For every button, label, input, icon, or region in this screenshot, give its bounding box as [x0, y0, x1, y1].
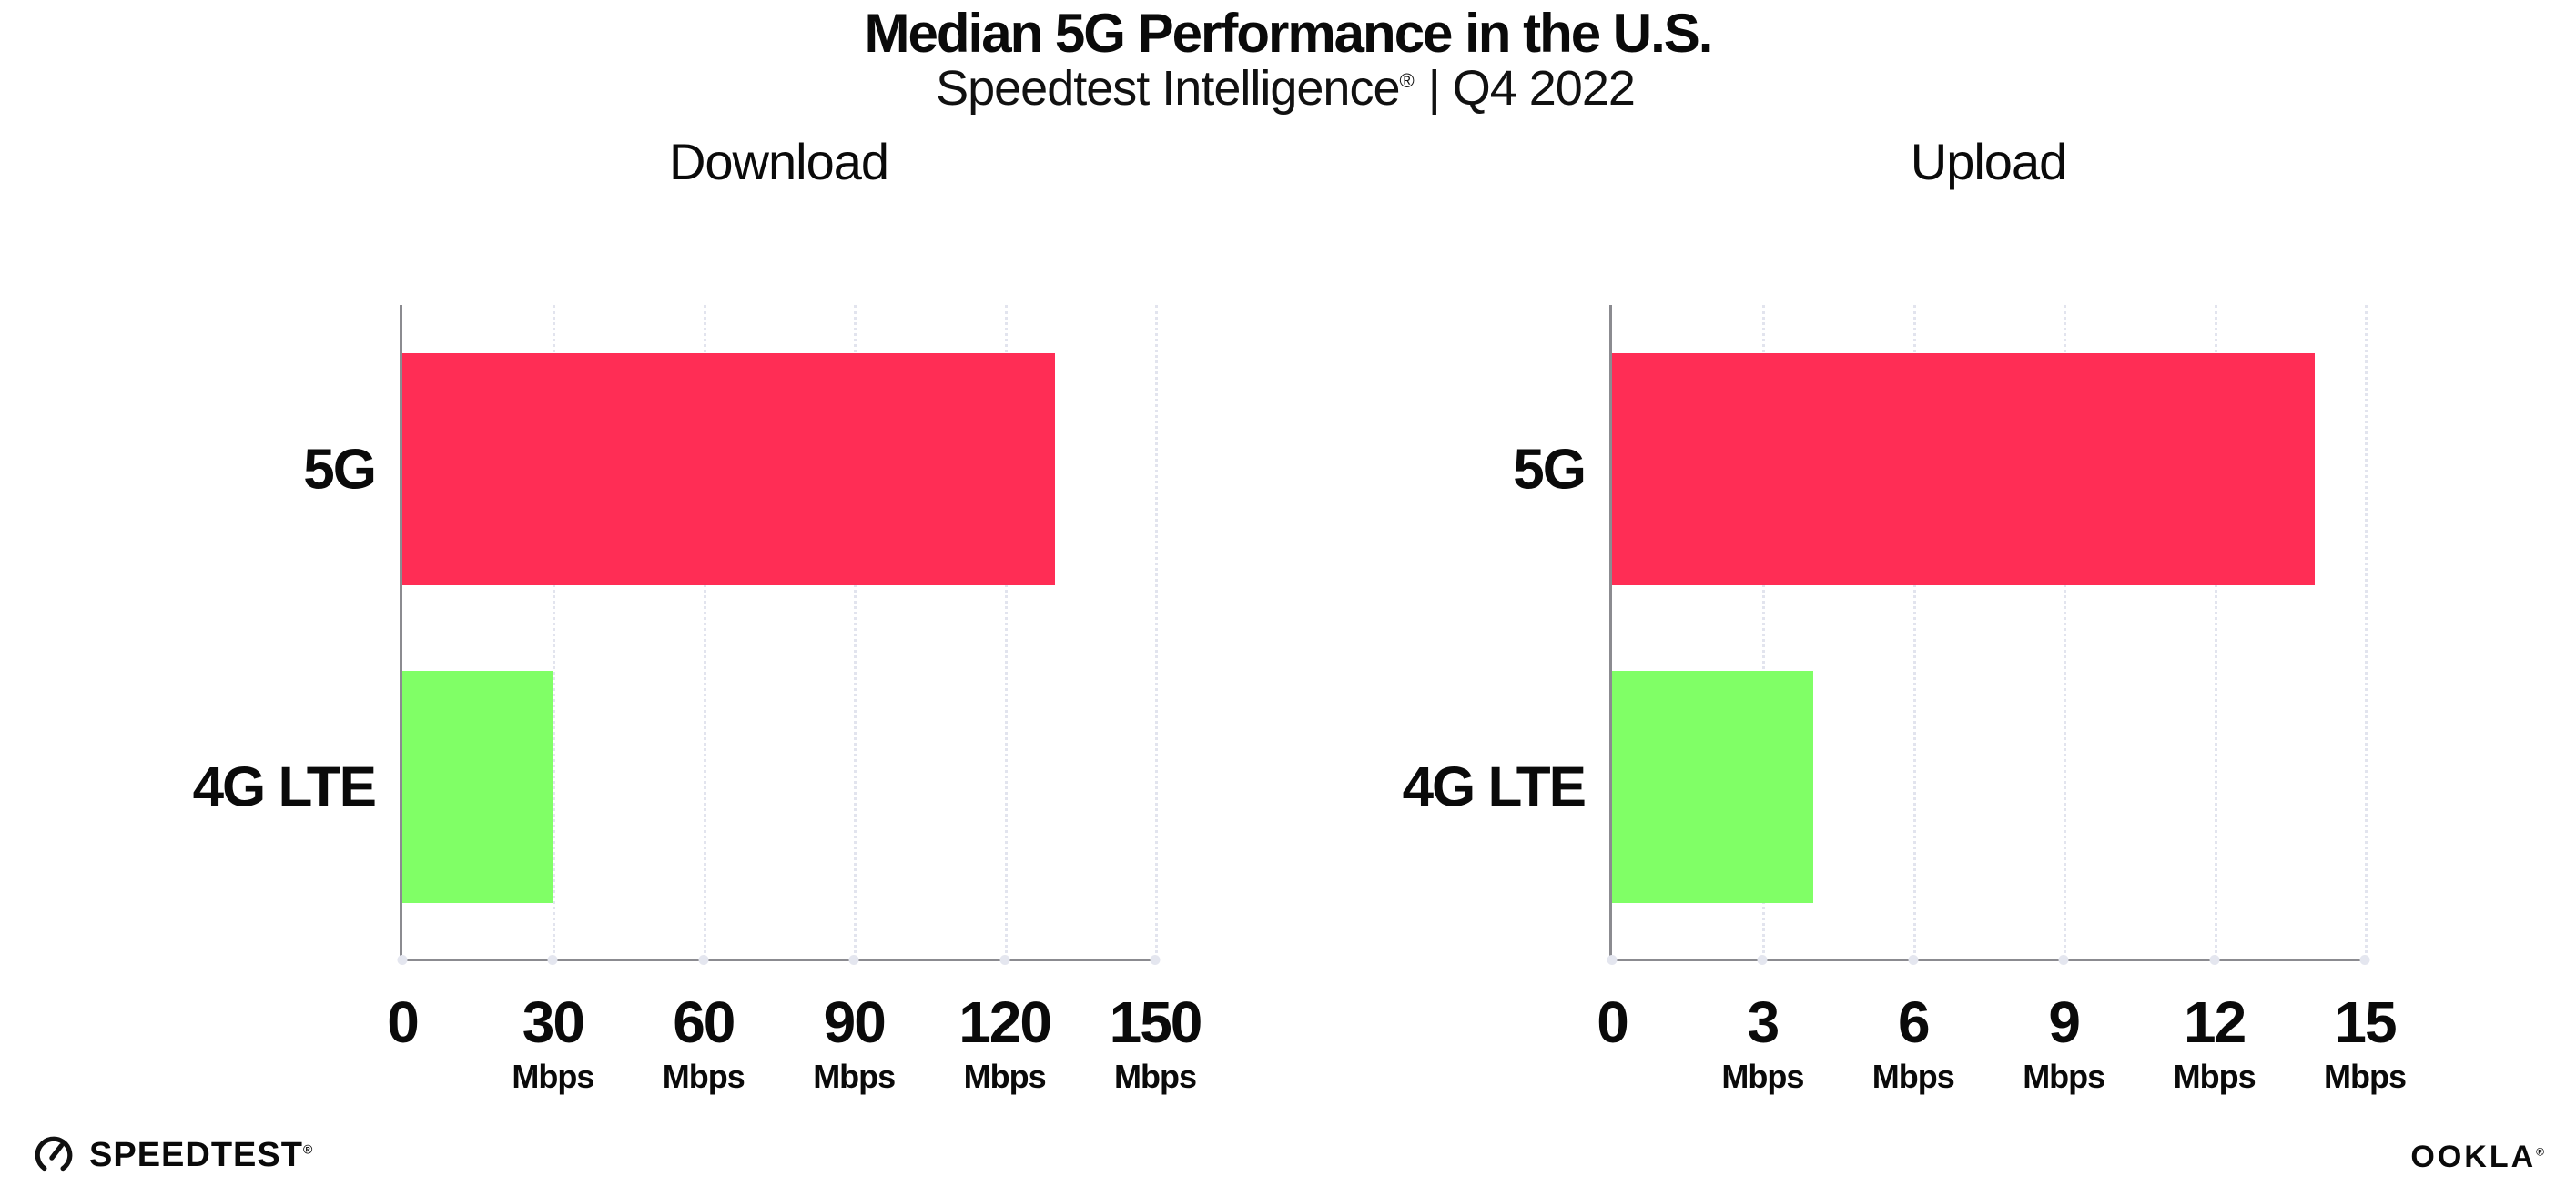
- tick-label: 90 Mbps: [813, 989, 896, 1095]
- gridline: [2365, 305, 2368, 959]
- gridline: [1004, 305, 1008, 959]
- registered-mark: ®: [1399, 69, 1414, 92]
- axis-tick-dot: [698, 955, 709, 965]
- gridline: [553, 305, 556, 959]
- tick-label: 150 Mbps: [1109, 989, 1203, 1095]
- tick-label: 60 Mbps: [662, 989, 745, 1095]
- y-axis-line: [1609, 305, 1612, 959]
- gridline: [2064, 305, 2067, 959]
- axis-tick-dot: [999, 955, 1010, 965]
- subtitle-period: | Q4 2022: [1427, 61, 1636, 116]
- chart-download-title: Download: [668, 133, 889, 190]
- category-label-5g: 5G: [1513, 438, 1587, 502]
- speedtest-gauge-icon: [35, 1136, 73, 1174]
- x-axis-ticks: 0 30 Mbps 60 Mbps 90 Mbps 120 Mbps 150 Mbps: [387, 959, 1202, 1113]
- tick-label: 0: [1597, 989, 1629, 1055]
- speedtest-logo: SPEEDTEST®: [33, 1134, 313, 1176]
- chart-download: Download 5G 4G LTE 0 30 Mbps 60 Mbps 90 Mbp…: [193, 133, 1203, 1093]
- bar-4g-lte-upload: [1612, 671, 1813, 903]
- page-subtitle: Speedtest Intelligence® | Q4 2022: [0, 60, 2576, 117]
- tick-label: 30 Mbps: [512, 989, 594, 1095]
- gridline: [1912, 305, 1916, 959]
- tick-label: 12 Mbps: [2173, 989, 2257, 1095]
- chart-upload: Upload 5G 4G LTE 0 3 Mbps 6 Mbps 9 Mbps 12 M…: [1403, 133, 2407, 1093]
- axis-tick-dot: [2209, 955, 2220, 965]
- axis-tick-dot: [2058, 955, 2069, 965]
- category-label-5g: 5G: [303, 438, 377, 502]
- axis-tick-dot: [2359, 955, 2370, 965]
- axis-tick-dot: [848, 955, 859, 965]
- x-axis-ticks: 0 3 Mbps 6 Mbps 9 Mbps 12 Mbps 15 Mbps: [1597, 959, 2407, 1113]
- tick-label: 6 Mbps: [1871, 989, 1955, 1095]
- tick-label: 3 Mbps: [1721, 989, 1804, 1095]
- gridline: [703, 305, 706, 959]
- y-axis-line: [400, 305, 402, 959]
- ookla-trademark: ®: [2536, 1145, 2547, 1159]
- tick-label: 120 Mbps: [958, 989, 1052, 1095]
- bar-5g-upload: [1612, 353, 2315, 585]
- axis-tick-dot: [1150, 955, 1161, 965]
- bar-5g-download: [402, 353, 1055, 585]
- chart-upload-title: Upload: [1910, 133, 2067, 190]
- x-axis-line: [1609, 959, 2365, 961]
- category-label-4g-lte: 4G LTE: [1402, 756, 1587, 819]
- page-title: Median 5G Performance in the U.S.: [864, 3, 1714, 64]
- axis-tick-dot: [1757, 955, 1768, 965]
- axis-tick-dot: [397, 955, 408, 965]
- gridline: [854, 305, 857, 959]
- speedtest-trademark: ®: [302, 1141, 314, 1156]
- gridline: [2214, 305, 2217, 959]
- x-axis-line: [400, 959, 1155, 961]
- gridline: [1155, 305, 1158, 959]
- axis-tick-dot: [1908, 955, 1919, 965]
- tick-label: 9 Mbps: [2023, 989, 2105, 1095]
- bar-4g-lte-download: [402, 671, 553, 903]
- subtitle-brand: Speedtest Intelligence: [936, 61, 1400, 116]
- speedtest-wordmark: SPEEDTEST®: [89, 1135, 314, 1174]
- tick-label: 0: [387, 989, 420, 1055]
- ookla-logo: OOKLA®: [2410, 1140, 2547, 1174]
- category-label-4g-lte: 4G LTE: [192, 756, 377, 819]
- gridline: [1762, 305, 1766, 959]
- axis-tick-dot: [547, 955, 558, 965]
- tick-label: 15 Mbps: [2324, 989, 2407, 1095]
- axis-tick-dot: [1607, 955, 1618, 965]
